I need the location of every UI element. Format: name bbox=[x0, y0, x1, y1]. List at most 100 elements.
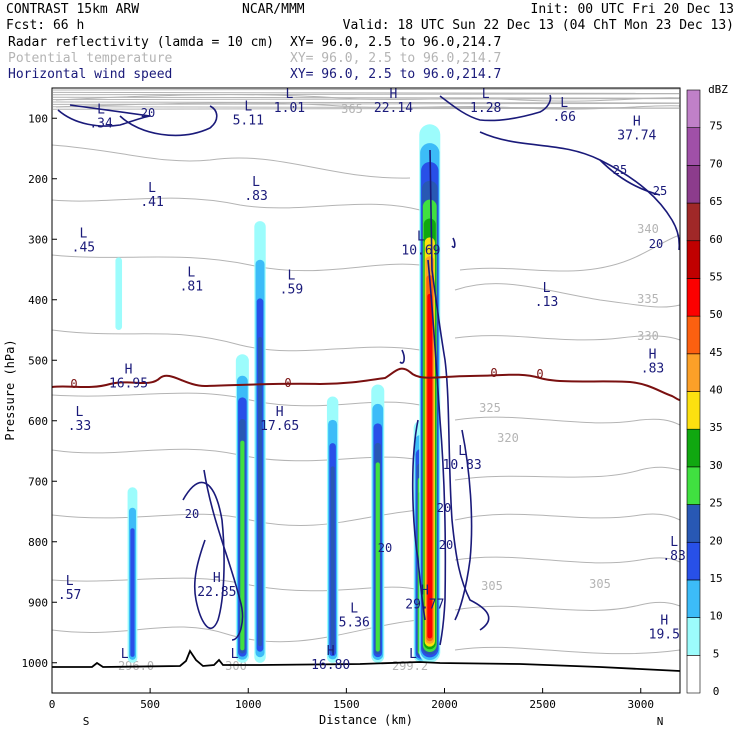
forecast-hour: Fcst: 66 h bbox=[6, 18, 84, 33]
terrain-line bbox=[52, 649, 681, 672]
echo-0-level-5 bbox=[115, 257, 123, 330]
theta-contour-4 bbox=[51, 329, 421, 352]
echo-4-level-20 bbox=[330, 466, 335, 653]
colorbar-swatch bbox=[686, 504, 701, 543]
extremum-value: 29.77 bbox=[405, 597, 444, 612]
theta-contour-upper-5 bbox=[52, 101, 680, 104]
wind-contour-12 bbox=[451, 237, 456, 249]
extremum-value: .45 bbox=[72, 240, 95, 255]
extremum-h-marker: H bbox=[660, 614, 668, 629]
theta-contour-upper-6 bbox=[52, 102, 680, 105]
extremum-value: .59 bbox=[280, 283, 303, 298]
theta-contour-label: 305 bbox=[481, 579, 503, 593]
theta-contour-6 bbox=[51, 392, 421, 407]
theta-contour-7 bbox=[454, 335, 681, 341]
colorbar-swatch bbox=[686, 617, 701, 656]
colorbar-level-label: 10 bbox=[709, 610, 722, 623]
y-axis-title: Pressure (hPa) bbox=[3, 339, 17, 440]
x-tick-label: 1500 bbox=[333, 698, 360, 711]
colorbar-level-label: 5 bbox=[713, 647, 720, 660]
extremum-h-marker: H bbox=[213, 571, 221, 586]
extremum-l-marker: L bbox=[76, 405, 84, 420]
extremum-l-marker: L bbox=[252, 175, 260, 190]
freezing-level-label: 0 bbox=[490, 366, 497, 380]
freezing-level-line bbox=[51, 367, 681, 401]
y-tick-label: 700 bbox=[28, 475, 48, 488]
colorbar-swatch bbox=[686, 353, 701, 392]
extremum-l-marker: L bbox=[286, 87, 294, 102]
field1-name: Radar reflectivity (lamda = 10 cm) bbox=[8, 35, 274, 50]
extremum-value: 17.65 bbox=[260, 419, 299, 434]
extremum-value: 10.69 bbox=[401, 243, 440, 258]
y-tick-label: 400 bbox=[28, 294, 48, 307]
extremum-h-marker: H bbox=[390, 87, 398, 102]
x-end-label-north: N bbox=[657, 715, 664, 728]
extremum-h-marker: H bbox=[276, 405, 284, 420]
colorbar: 0 5 10 15 20 25 30 35 40 45 50 55 60 65 70 75 dBZ bbox=[686, 83, 728, 698]
x-end-label-south: S bbox=[83, 715, 90, 728]
theta-contour-5 bbox=[454, 283, 681, 308]
wind-contour-label: 20 bbox=[439, 538, 453, 552]
colorbar-swatch bbox=[686, 278, 701, 317]
theta-contour-10 bbox=[51, 509, 421, 526]
extremum-l-marker: L bbox=[350, 601, 358, 616]
colorbar-level-label: 65 bbox=[709, 195, 722, 208]
plot-axes: 0 500 1000 1500 2000 2500 30001002003004005006… bbox=[3, 87, 681, 728]
theta-contour-0 bbox=[51, 144, 411, 179]
theta-contour-12 bbox=[454, 513, 681, 521]
wind-contour-7 bbox=[411, 419, 426, 621]
y-tick-label: 500 bbox=[28, 354, 48, 367]
theta-contour-label: 330 bbox=[637, 329, 659, 343]
extremum-h-marker: H bbox=[649, 347, 657, 362]
extremum-value: 19.5 bbox=[649, 628, 680, 643]
extremum-value: 10.83 bbox=[443, 458, 482, 473]
colorbar-level-label: 55 bbox=[709, 270, 722, 283]
y-tick-label: 300 bbox=[28, 233, 48, 246]
extremum-l-marker: L bbox=[148, 181, 156, 196]
extremum-value: .41 bbox=[140, 195, 163, 210]
theta-contour-label: 320 bbox=[497, 431, 519, 445]
wind-contour-label: 20 bbox=[185, 507, 199, 521]
extremum-value: 1.28 bbox=[470, 101, 501, 116]
colorbar-swatch bbox=[686, 391, 701, 430]
field2-name: Potential temperature bbox=[8, 51, 173, 66]
colorbar-swatch bbox=[686, 89, 701, 128]
wind-contour-6 bbox=[427, 259, 447, 646]
theta-contour-upper-0 bbox=[52, 88, 680, 91]
theta-contour-upper-3 bbox=[52, 96, 680, 99]
x-tick-label: 3000 bbox=[628, 698, 655, 711]
extremum-value: .83 bbox=[244, 189, 267, 204]
theta-contour-label: 335 bbox=[637, 292, 659, 306]
theta-contour-label: 325 bbox=[479, 401, 501, 415]
colorbar-level-label: 50 bbox=[709, 308, 722, 321]
field3-name: Horizontal wind speed bbox=[8, 67, 172, 82]
wind-contour-label: 20 bbox=[141, 106, 155, 120]
model-title: CONTRAST 15km ARW bbox=[6, 2, 139, 17]
colorbar-swatch bbox=[686, 466, 701, 505]
colorbar-level-label: 15 bbox=[709, 572, 722, 585]
y-tick-label: 200 bbox=[28, 173, 48, 186]
extremum-value: .66 bbox=[552, 110, 575, 125]
extremum-h-marker: H bbox=[421, 583, 429, 598]
extremum-value: .33 bbox=[68, 419, 91, 434]
theta-contour-upper-7 bbox=[52, 106, 680, 109]
extremum-value: .81 bbox=[180, 280, 203, 295]
theta-contour-17 bbox=[454, 646, 681, 655]
wind-contour-3 bbox=[479, 131, 681, 251]
extremum-value: 1.01 bbox=[274, 101, 305, 116]
freezing-level-label: 0 bbox=[536, 367, 543, 381]
colorbar-level-label: 20 bbox=[709, 534, 722, 547]
extremum-value: 22.14 bbox=[374, 101, 413, 116]
wind-contour-1 bbox=[119, 105, 218, 137]
colorbar-swatch bbox=[686, 240, 701, 279]
extremum-value: 22.85 bbox=[197, 585, 236, 600]
echo-5-level-25 bbox=[375, 462, 380, 652]
extremum-value: 5.36 bbox=[339, 615, 370, 630]
extremum-l-marker: L bbox=[288, 269, 296, 284]
theta-contour-upper-1 bbox=[52, 91, 680, 94]
wind-contour-label: 20 bbox=[649, 237, 663, 251]
extremum-l-marker: L bbox=[560, 96, 568, 111]
colorbar-swatch bbox=[686, 202, 701, 242]
